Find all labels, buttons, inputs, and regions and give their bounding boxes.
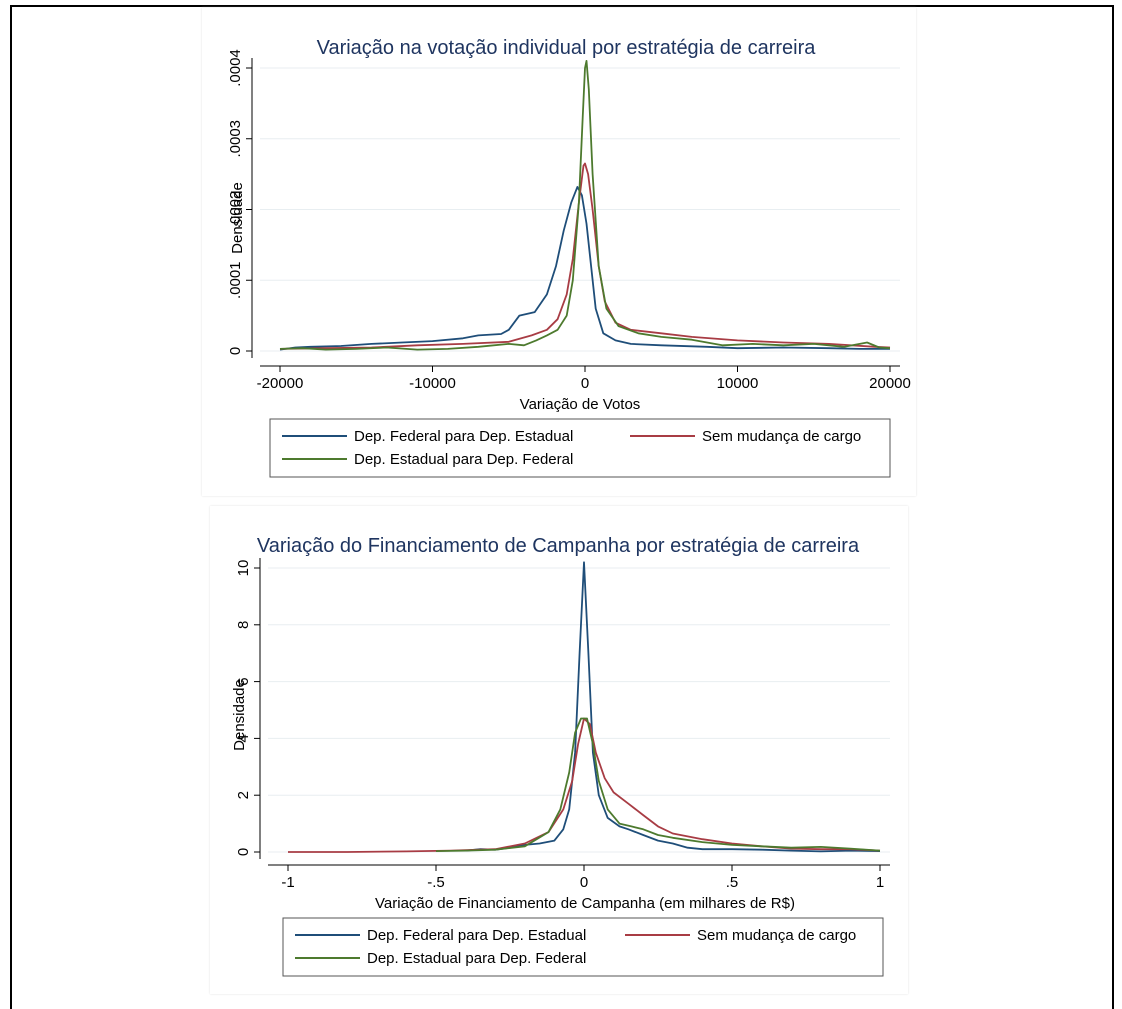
chart-1: Variação na votação individual por estra… xyxy=(227,37,911,478)
y-tick-label: 0 xyxy=(235,848,252,856)
y-tick-label: 0 xyxy=(227,347,244,355)
axes xyxy=(251,58,900,367)
y-axis-label: Densidade xyxy=(231,679,248,751)
series-line xyxy=(465,561,881,853)
legend-entry: Dep. Federal para Dep. Estadual xyxy=(354,428,573,445)
legend-entry: Dep. Federal para Dep. Estadual xyxy=(367,927,586,944)
x-tick-label: -10000 xyxy=(409,375,456,392)
legend: Dep. Federal para Dep. Estadual Sem muda… xyxy=(282,917,884,977)
x-tick-label: 20000 xyxy=(869,375,911,392)
grid xyxy=(268,567,890,853)
x-ticks: -1 -.5 0 .5 1 xyxy=(281,865,884,891)
y-tick-label: .0003 xyxy=(227,120,244,158)
chart-title: Variação na votação individual por estra… xyxy=(317,37,817,59)
chart-panel-2: Variação do Financiamento de Campanha po… xyxy=(210,506,908,994)
y-tick-label: .0002 xyxy=(227,191,244,229)
x-tick-label: .5 xyxy=(726,874,739,891)
x-ticks: -20000 -10000 0 10000 20000 xyxy=(257,366,911,392)
legend-entry: Dep. Estadual para Dep. Federal xyxy=(367,950,586,967)
axes xyxy=(259,558,890,866)
y-tick-label: 10 xyxy=(235,560,252,577)
legend: Dep. Federal para Dep. Estadual Sem muda… xyxy=(269,418,891,478)
legend-entry: Dep. Estadual para Dep. Federal xyxy=(354,451,573,468)
x-axis-label: Variação de Votos xyxy=(520,396,641,413)
legend-entry: Sem mudança de cargo xyxy=(702,428,861,445)
x-tick-label: 10000 xyxy=(717,375,759,392)
figure-frame xyxy=(10,5,1114,1009)
y-ticks: 0 .0001 .0002 .0003 .0004 xyxy=(227,49,252,355)
y-tick-label: .0001 xyxy=(227,261,244,299)
y-tick-label: 4 xyxy=(235,734,252,742)
x-tick-label: 0 xyxy=(580,874,588,891)
x-tick-label: -20000 xyxy=(257,375,304,392)
series-lines xyxy=(279,60,891,351)
y-tick-label: .0004 xyxy=(227,49,244,87)
series-line xyxy=(279,162,891,350)
x-tick-label: -.5 xyxy=(427,874,445,891)
y-tick-label: 6 xyxy=(235,677,252,685)
series-line xyxy=(279,185,890,351)
series-lines xyxy=(288,561,881,853)
chart-panel-1: Variação na votação individual por estra… xyxy=(202,8,916,496)
x-tick-label: 0 xyxy=(581,375,589,392)
y-tick-label: 8 xyxy=(235,621,252,629)
series-line xyxy=(435,717,881,852)
y-tick-label: 2 xyxy=(235,791,252,799)
x-tick-label: -1 xyxy=(281,874,294,891)
x-axis-label: Variação de Financiamento de Campanha (e… xyxy=(375,895,795,912)
grid xyxy=(260,67,900,352)
y-axis-label: Densidade xyxy=(229,182,246,254)
chart-title: Variação do Financiamento de Campanha po… xyxy=(257,535,860,557)
y-ticks: 0 2 4 6 8 10 xyxy=(235,560,260,856)
series-line xyxy=(279,60,891,351)
legend-entry: Sem mudança de cargo xyxy=(697,927,856,944)
chart-2: Variação do Financiamento de Campanha po… xyxy=(231,535,890,977)
x-tick-label: 1 xyxy=(876,874,884,891)
